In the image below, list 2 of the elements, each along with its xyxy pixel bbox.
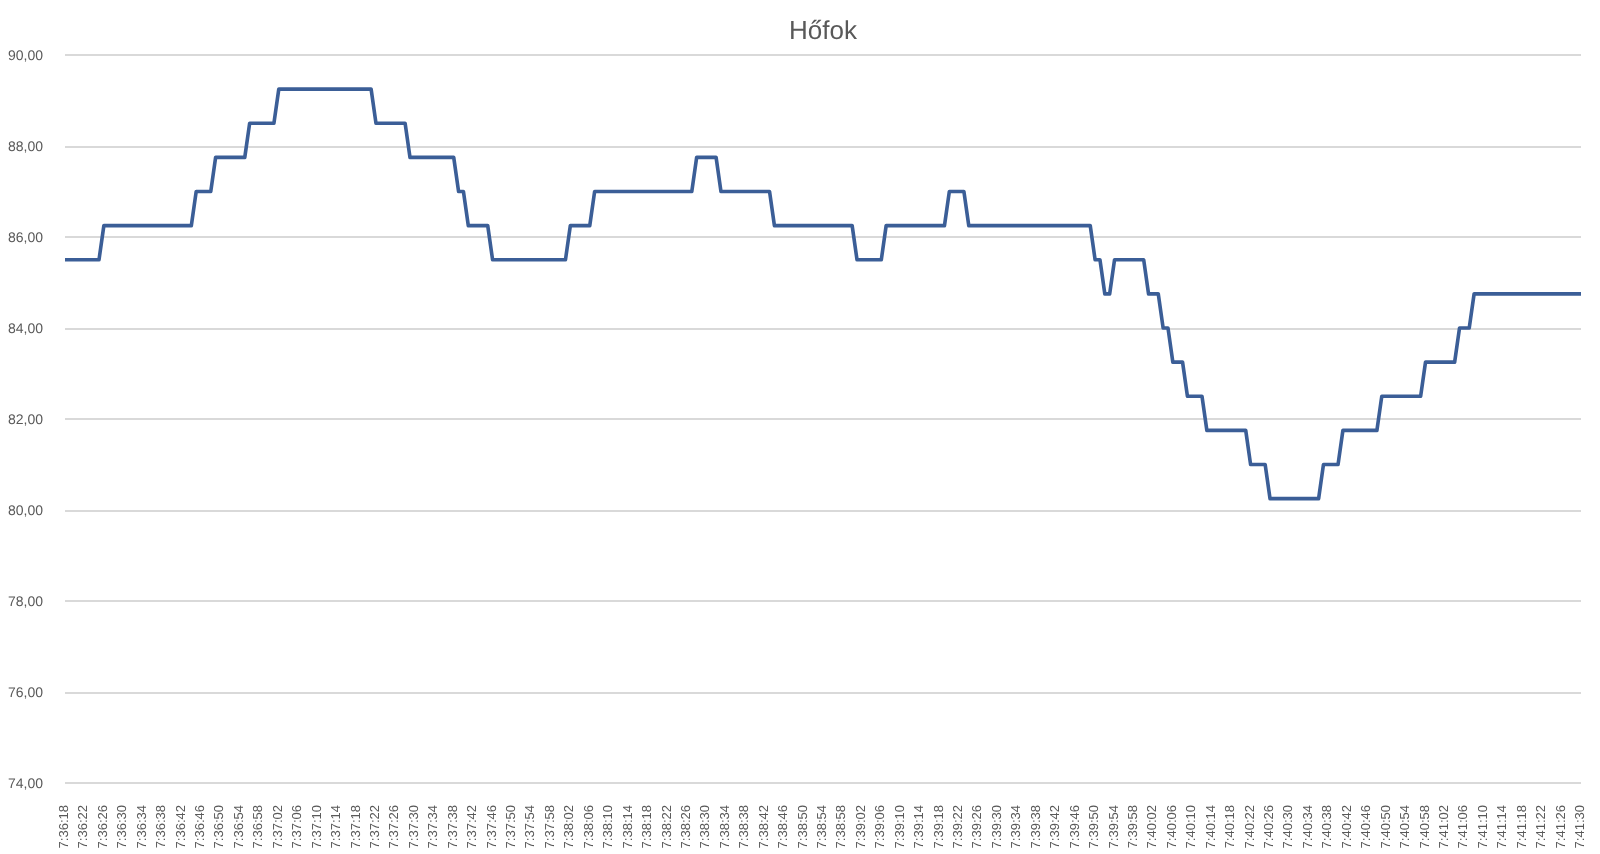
line-series [65, 87, 1581, 501]
chart-title: Hőfok [789, 15, 858, 45]
